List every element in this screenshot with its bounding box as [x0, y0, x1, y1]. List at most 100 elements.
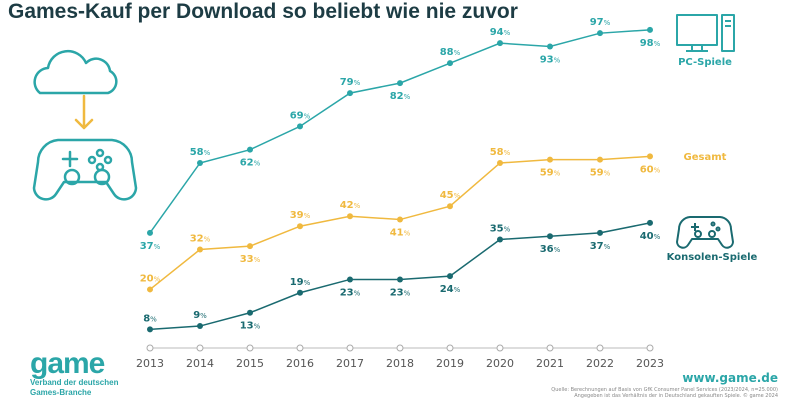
series-line — [149, 29, 651, 234]
x-tick — [396, 344, 404, 352]
data-point — [197, 323, 203, 330]
data-label: 62% — [240, 158, 261, 169]
x-tick-label: 2016 — [286, 357, 314, 370]
x-tick — [646, 344, 654, 352]
x-tick — [446, 344, 454, 352]
x-tick-label: 2020 — [486, 357, 514, 370]
x-tick — [246, 344, 254, 352]
data-point — [447, 203, 453, 210]
data-point — [147, 229, 153, 236]
data-point — [547, 233, 553, 240]
data-point — [347, 90, 353, 97]
cloud-download-icon — [33, 49, 118, 130]
series-Gesamt: 20% 32% 33% 39% 42% 41% 45% 58% 59% 59% 60% Gesamt — [140, 147, 727, 293]
data-point — [147, 286, 153, 293]
data-label: 37% — [140, 241, 161, 252]
data-label: 98% — [640, 38, 661, 49]
series-PC-Spiele: 37% 58% 62% 69% 79% 82% 88% 94% 93% 97% 98% PC-Spie… — [140, 17, 732, 252]
x-tick-label: 2023 — [636, 357, 664, 370]
data-label: 58% — [490, 147, 511, 158]
data-point — [297, 289, 303, 296]
x-tick — [546, 344, 554, 352]
source-note: Quelle: Berechnungen auf Basis von GfK C… — [551, 387, 778, 399]
x-tick-label: 2019 — [436, 357, 464, 370]
series-line — [149, 155, 651, 291]
data-label: 59% — [540, 168, 561, 179]
data-point — [197, 159, 203, 166]
data-point — [547, 156, 553, 163]
data-label: 94% — [490, 27, 511, 38]
data-point — [347, 276, 353, 283]
data-label: 23% — [390, 287, 411, 298]
x-tick-label: 2013 — [136, 357, 164, 370]
data-point — [447, 273, 453, 280]
data-label: 19% — [290, 277, 311, 288]
game-logo: game Verband der deutschen Games-Branche — [30, 347, 119, 398]
data-point — [647, 153, 653, 160]
data-label: 36% — [540, 244, 561, 255]
data-label: 13% — [240, 321, 261, 332]
logo-word: game — [30, 347, 105, 380]
data-point — [597, 156, 603, 163]
data-label: 39% — [290, 210, 311, 221]
series-line — [149, 222, 651, 331]
data-label: 20% — [140, 273, 161, 284]
data-label: 41% — [390, 228, 411, 239]
data-label: 60% — [640, 164, 661, 175]
data-label: 42% — [340, 200, 361, 211]
data-point — [247, 146, 253, 153]
data-label: 79% — [340, 77, 361, 88]
data-label: 40% — [640, 231, 661, 242]
logo-sub1: Verband der deutschen — [30, 378, 119, 387]
page-title: Games-Kauf per Download so beliebt wie n… — [8, 0, 518, 23]
x-tick — [296, 344, 304, 352]
data-label: 23% — [340, 287, 361, 298]
gamepad-small-icon — [676, 216, 734, 249]
data-point — [147, 326, 153, 333]
x-tick — [196, 344, 204, 352]
x-tick — [346, 344, 354, 352]
data-label: 35% — [490, 224, 511, 235]
x-tick-label: 2022 — [586, 357, 614, 370]
data-point — [447, 60, 453, 67]
data-label: 9% — [193, 310, 207, 321]
data-label: 45% — [440, 190, 461, 201]
x-tick-label: 2018 — [386, 357, 414, 370]
data-point — [547, 43, 553, 50]
data-point — [497, 40, 503, 47]
data-point — [647, 219, 653, 226]
data-point — [397, 216, 403, 223]
data-point — [397, 80, 403, 87]
data-label: 37% — [590, 241, 611, 252]
legend-label: Konsolen-Spiele — [667, 252, 758, 263]
x-tick — [146, 344, 154, 352]
data-point — [597, 229, 603, 236]
x-tick-label: 2021 — [536, 357, 564, 370]
gamepad-icon — [32, 138, 138, 201]
source-line-1: Quelle: Berechnungen auf Basis von GfK C… — [551, 387, 778, 393]
series-Konsolen-Spiele: 8% 9% 13% 19% 23% 23% 24% 35% 36% 37% 40% Konsolen-… — [143, 219, 758, 333]
x-axis: 2013 2014 2015 2016 2017 2018 2019 2020 2021 2022… — [136, 344, 664, 370]
data-point — [497, 159, 503, 166]
source-line-2: Angegeben ist das Verhältnis der in Deut… — [574, 393, 778, 399]
x-tick — [596, 344, 604, 352]
x-tick-label: 2015 — [236, 357, 264, 370]
data-point — [197, 246, 203, 253]
pc-icon — [676, 14, 735, 52]
data-point — [397, 276, 403, 283]
data-point — [597, 30, 603, 37]
data-point — [647, 26, 653, 33]
data-label: 8% — [143, 313, 157, 324]
website-link[interactable]: www.game.de — [682, 371, 778, 385]
data-point — [497, 236, 503, 243]
data-label: 82% — [390, 91, 411, 102]
data-point — [347, 213, 353, 220]
data-point — [297, 223, 303, 230]
data-point — [247, 243, 253, 250]
data-label: 93% — [540, 54, 561, 65]
x-tick-label: 2017 — [336, 357, 364, 370]
data-point — [247, 309, 253, 316]
logo-sub2: Games-Branche — [30, 388, 92, 397]
data-label: 69% — [290, 110, 311, 121]
